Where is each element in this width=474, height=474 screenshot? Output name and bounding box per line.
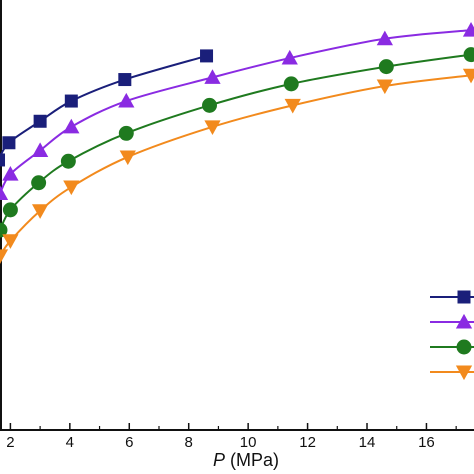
x-tick-label: 4: [66, 434, 74, 451]
data-point-series-3: [31, 175, 47, 191]
x-tick-label: 10: [240, 434, 257, 451]
x-tick-label: 14: [359, 434, 376, 451]
data-point-series-2: [376, 30, 393, 46]
data-point-series-2: [31, 142, 49, 157]
data-point-series-3: [118, 125, 134, 141]
data-point-series-2: [63, 118, 80, 134]
x-tick-label: 12: [299, 434, 316, 451]
series-curves: [0, 29, 472, 257]
data-point-series-4: [119, 150, 136, 166]
data-point-series-4: [204, 120, 221, 135]
legend-marker-4: [455, 365, 473, 381]
data-point-series-2: [204, 69, 221, 84]
series-line-2: [0, 29, 472, 194]
series-markers: [0, 21, 474, 264]
data-point-series-1: [118, 73, 132, 87]
data-point-series-3: [378, 59, 394, 75]
data-point-series-4: [31, 204, 49, 219]
data-point-series-4: [462, 68, 474, 84]
legend-marker-1: [457, 290, 471, 304]
data-point-series-2: [2, 166, 19, 181]
series-line-1: [0, 54, 207, 160]
legend-marker-2: [455, 313, 473, 329]
data-point-series-3: [202, 97, 217, 113]
data-point-series-1: [2, 136, 16, 150]
data-point-series-1: [200, 49, 214, 63]
axes: 2 4 6 8 10 12 14 16: [0, 0, 474, 451]
series-line-3: [0, 53, 472, 231]
data-point-series-2: [118, 92, 135, 108]
legend-marker-3: [456, 339, 472, 355]
x-axis-unit: (MPa): [225, 450, 279, 470]
x-tick-label: 6: [125, 434, 133, 451]
data-point-series-3: [0, 222, 8, 238]
x-tick-label: 16: [418, 434, 435, 451]
data-point-series-4: [376, 79, 393, 95]
data-point-series-3: [2, 202, 18, 218]
x-tick-label: 8: [185, 434, 193, 451]
data-point-series-3: [60, 153, 76, 169]
data-point-series-2: [462, 21, 474, 37]
data-point-series-1: [64, 94, 78, 108]
x-axis-variable: P: [213, 450, 225, 470]
data-point-series-3: [463, 47, 474, 63]
data-point-series-3: [283, 76, 299, 92]
legend: [430, 290, 474, 381]
x-axis-title: P (MPa): [213, 450, 279, 470]
data-point-series-1: [0, 153, 6, 167]
x-tick-label: 2: [6, 434, 14, 451]
data-point-series-1: [33, 114, 47, 128]
data-point-series-4: [2, 234, 19, 249]
data-point-series-4: [284, 98, 301, 114]
series-line-4: [0, 74, 472, 257]
data-point-series-4: [0, 249, 9, 264]
data-point-series-2: [0, 185, 9, 200]
data-point-series-4: [63, 180, 80, 196]
data-point-series-2: [281, 49, 298, 65]
